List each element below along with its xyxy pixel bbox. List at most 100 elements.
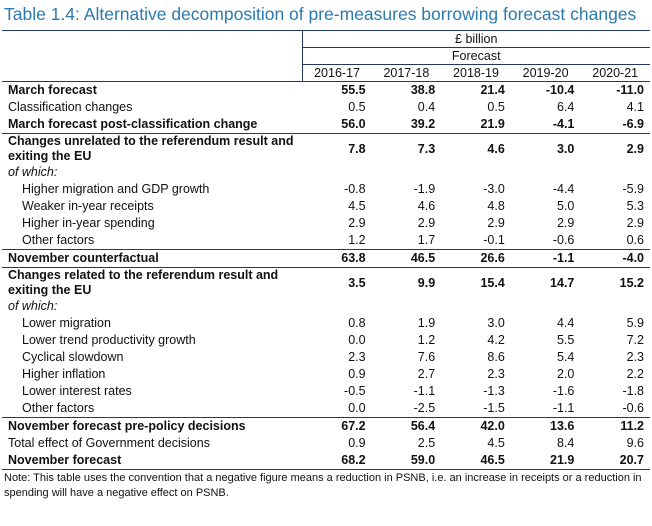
empty-cell bbox=[302, 164, 650, 181]
cell-value: 2.9 bbox=[487, 216, 505, 230]
cell-value: 11.2 bbox=[580, 417, 650, 435]
row-label: November forecast bbox=[2, 452, 302, 470]
table-row: Weaker in-year receipts 4.5 4.6 4.8 5.0 5.3 bbox=[2, 198, 650, 215]
cell-value: 5.0 bbox=[556, 199, 575, 213]
cell-value: 1.7 bbox=[417, 233, 436, 247]
row-label: Higher migration and GDP growth bbox=[22, 182, 210, 196]
row-label: Higher in-year spending bbox=[22, 216, 155, 230]
row-label: Changes related to the referendum result… bbox=[2, 267, 302, 298]
row-label: Other factors bbox=[22, 233, 95, 247]
cell-value: -2.5 bbox=[413, 401, 436, 415]
cell-value: 5.9 bbox=[626, 316, 644, 330]
cell-value: -3.0 bbox=[483, 182, 505, 196]
row-label: Higher inflation bbox=[22, 367, 106, 381]
table-row: November counterfactual 63.8 46.5 26.6 -1.1-… bbox=[2, 249, 650, 268]
column-header: 2016-17 bbox=[301, 64, 372, 82]
row-label: March forecast post-classification chang… bbox=[8, 117, 258, 131]
table-row: November forecast 68.2 59.0 46.5 21.9 20.7 bbox=[2, 452, 650, 470]
cell-value: 4.8 bbox=[487, 199, 505, 213]
table-body: £ billion Forecast 2016-17 2017-18 2018-19… bbox=[2, 30, 650, 470]
unit: £ billion bbox=[301, 30, 650, 48]
cell-value: -0.8 bbox=[344, 182, 366, 196]
cell-value: -5.9 bbox=[622, 182, 644, 196]
cell-value: 1.2 bbox=[417, 333, 436, 347]
cell-value: 55.5 bbox=[302, 81, 372, 99]
row-label: Changes unrelated to the referendum resu… bbox=[2, 133, 302, 164]
group: Forecast bbox=[301, 47, 650, 65]
row-label: of which: bbox=[8, 165, 58, 179]
table-row: March forecast 55.5 38.8 21.4 -10.4 -11.0 bbox=[2, 81, 650, 99]
cell-value: 42.0 bbox=[441, 417, 511, 435]
cell-value: -1.1 bbox=[413, 384, 436, 398]
table-row: Lower interest rates -0.5 -1.1 -1.3 -1.6 -1.8 bbox=[2, 383, 650, 400]
cell-value: 21.9 bbox=[480, 117, 505, 131]
row-label: of which: bbox=[8, 299, 58, 313]
cell-value: -0.1 bbox=[483, 233, 505, 247]
cell-value: 4.5 bbox=[348, 199, 366, 213]
cell-value: 0.5 bbox=[348, 100, 366, 114]
table-row: November forecast pre-policy decisions 67… bbox=[2, 417, 650, 435]
table-row: Changes related to the referendum result… bbox=[2, 267, 650, 298]
cell-value: 26.6 bbox=[441, 249, 511, 268]
table-row: Lower trend productivity growth 0.0 1.2 4.2… bbox=[2, 332, 650, 349]
row-label: Total effect of Government decisions bbox=[8, 436, 210, 450]
table-row: March forecast post-classification chang… bbox=[2, 116, 650, 134]
cell-value: -1.9 bbox=[413, 182, 436, 196]
cell-value: 59.0 bbox=[371, 452, 442, 470]
cell-value: 63.8 bbox=[302, 249, 372, 268]
cell-value: 15.4 bbox=[441, 267, 511, 298]
cell-value: 5.5 bbox=[556, 333, 575, 347]
table-row: Higher in-year spending 2.9 2.9 2.9 2.9 2.9 bbox=[2, 215, 650, 232]
cell-value: 3.0 bbox=[487, 316, 505, 330]
column-header: 2018-19 bbox=[441, 64, 511, 82]
cell-value: 20.7 bbox=[580, 452, 650, 470]
row-label: Lower interest rates bbox=[22, 384, 132, 398]
column-header: 2019-20 bbox=[510, 64, 581, 82]
cell-value: -4.0 bbox=[580, 249, 650, 268]
table-row: Higher inflation 0.9 2.7 2.3 2.0 2.2 bbox=[2, 366, 650, 383]
cell-value: 3.0 bbox=[510, 133, 581, 164]
note: Note: This table uses the convention tha… bbox=[4, 472, 642, 499]
table-row: Classification changes 0.5 0.4 0.5 6.4 4.1 bbox=[2, 99, 650, 116]
cell-value: 56.4 bbox=[371, 417, 442, 435]
cell-value: -0.5 bbox=[344, 384, 366, 398]
cell-value: 67.2 bbox=[302, 417, 372, 435]
cell-value: 1.9 bbox=[417, 316, 436, 330]
cell-value: 2.3 bbox=[348, 350, 366, 364]
cell-value: 2.9 bbox=[626, 216, 644, 230]
cell-value: -1.1 bbox=[552, 401, 575, 415]
table-title: Table 1.4: Alternative decomposition of … bbox=[4, 4, 637, 24]
cell-value: 4.6 bbox=[417, 199, 436, 213]
row-label: Other factors bbox=[22, 401, 95, 415]
cell-value: 56.0 bbox=[341, 117, 366, 131]
cell-value: -11.0 bbox=[580, 81, 650, 99]
cell-value: -0.6 bbox=[552, 233, 575, 247]
cell-value: 2.9 bbox=[348, 216, 366, 230]
cell-value: 0.0 bbox=[348, 333, 366, 347]
cell-value: 3.5 bbox=[302, 267, 372, 298]
cell-value: 8.6 bbox=[487, 350, 505, 364]
cell-value: -4.1 bbox=[552, 117, 575, 131]
table: £ billion Forecast 2016-17 2017-18 2018-19… bbox=[2, 30, 650, 470]
cell-value: 0.5 bbox=[487, 100, 505, 114]
cell-value: 2.9 bbox=[417, 216, 436, 230]
cell-value: 7.6 bbox=[417, 350, 436, 364]
cell-value: 13.6 bbox=[510, 417, 581, 435]
cell-value: -0.6 bbox=[622, 401, 644, 415]
cell-value: -1.5 bbox=[483, 401, 505, 415]
cell-value: 39.2 bbox=[410, 117, 436, 131]
table-row: Other factors 1.2 1.7 -0.1 -0.6 0.6 bbox=[2, 232, 650, 250]
row-label: Weaker in-year receipts bbox=[22, 199, 154, 213]
cell-value: -6.9 bbox=[622, 117, 644, 131]
cell-value: 2.3 bbox=[487, 367, 505, 381]
cell-value: 0.6 bbox=[626, 233, 644, 247]
cell-value: 7.3 bbox=[371, 133, 442, 164]
cell-value: -1.8 bbox=[622, 384, 644, 398]
cell-value: 0.4 bbox=[417, 100, 436, 114]
cell-value: -1.3 bbox=[483, 384, 505, 398]
header-row: £ billion bbox=[2, 30, 650, 48]
cell-value: 2.5 bbox=[417, 436, 436, 450]
cell-value: 2.9 bbox=[556, 216, 575, 230]
cell-value: 4.4 bbox=[556, 316, 575, 330]
